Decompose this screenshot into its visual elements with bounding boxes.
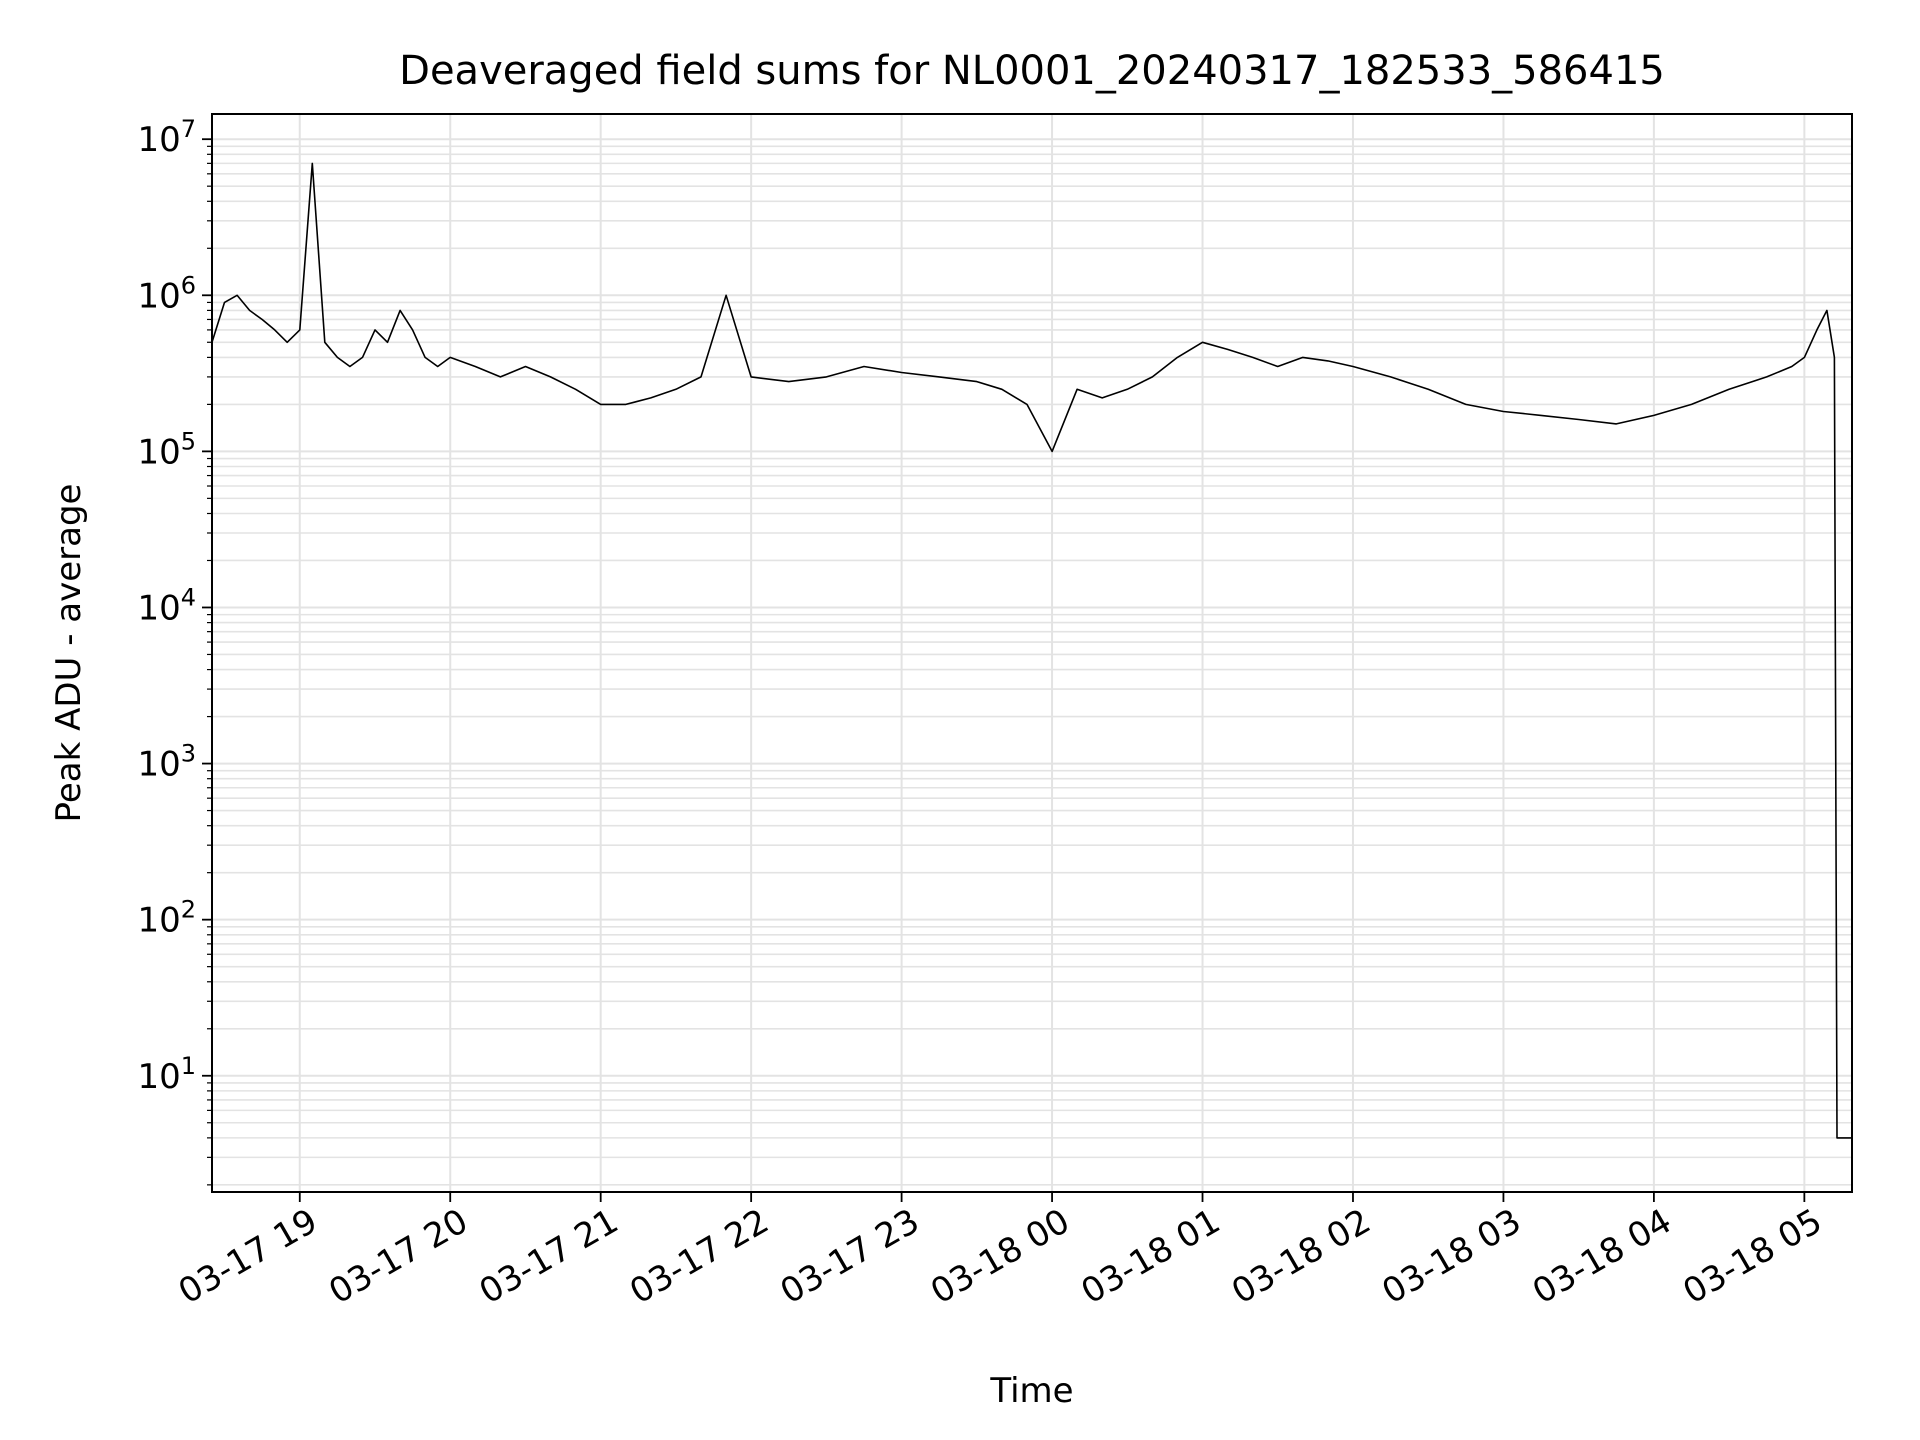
- y-tick-label: 106: [137, 271, 196, 316]
- x-tick-label: 03-17 23: [774, 1201, 926, 1312]
- x-tick-label: 03-18 05: [1676, 1201, 1828, 1312]
- series-line: [211, 162, 1852, 1139]
- y-tick-label: 104: [137, 583, 196, 628]
- x-tick-label: 03-17 22: [623, 1201, 775, 1312]
- x-tick-label: 03-17 21: [473, 1201, 625, 1312]
- y-tick-label: 103: [137, 740, 196, 785]
- y-tick-label: 105: [137, 427, 196, 472]
- x-tick-label: 03-18 04: [1526, 1201, 1678, 1312]
- y-tick-label: 101: [137, 1052, 196, 1097]
- y-tick-label: 107: [137, 115, 196, 160]
- x-tick-label: 03-18 03: [1376, 1201, 1528, 1312]
- x-tick-label: 03-18 01: [1075, 1201, 1227, 1312]
- x-axis-label: Time: [989, 1371, 1073, 1411]
- y-axis-label: Peak ADU - average: [49, 484, 89, 823]
- x-gridlines: [298, 114, 1806, 1192]
- x-tick-label: 03-17 20: [322, 1201, 474, 1312]
- axis-ticks: [202, 138, 1806, 1202]
- y-gridlines: [212, 138, 1852, 1186]
- x-tick-label: 03-18 02: [1225, 1201, 1377, 1312]
- y-tick-label: 102: [137, 896, 196, 941]
- plot-frame: [211, 113, 1853, 1193]
- x-tick-label: 03-18 00: [924, 1201, 1076, 1312]
- series-layer: [211, 162, 1852, 1139]
- chart-title: Deaveraged field sums for NL0001_2024031…: [399, 48, 1665, 94]
- x-tick-label: 03-17 19: [172, 1201, 324, 1312]
